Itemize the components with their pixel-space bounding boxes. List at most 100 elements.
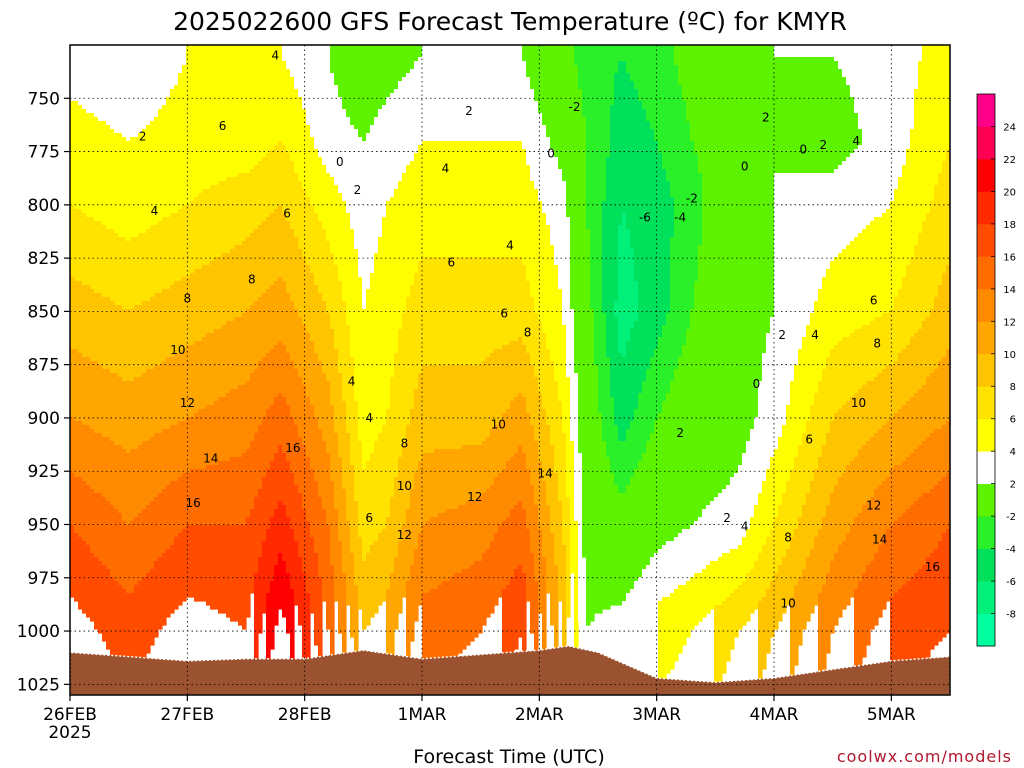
- field-cell: [226, 393, 231, 462]
- field-cell: [686, 45, 691, 122]
- field-cell: [834, 485, 839, 554]
- contour-label: 0: [753, 377, 761, 391]
- field-cell: [190, 345, 195, 418]
- field-cell: [378, 433, 383, 534]
- field-cell: [342, 401, 347, 490]
- field-cell: [498, 141, 503, 258]
- field-cell: [190, 201, 195, 274]
- field-cell: [806, 421, 811, 494]
- field-cell: [402, 525, 407, 598]
- field-cell: [898, 353, 903, 410]
- field-cell: [170, 481, 175, 546]
- field-cell: [70, 277, 75, 350]
- field-cell: [294, 89, 299, 174]
- field-cell: [146, 125, 151, 230]
- field-cell: [638, 393, 643, 462]
- field-cell: [374, 441, 379, 542]
- field-cell: [902, 277, 907, 350]
- field-cell: [410, 565, 415, 642]
- contour-label: 10: [851, 396, 866, 410]
- field-cell: [98, 293, 103, 366]
- field-cell: [778, 437, 783, 506]
- field-cell: [914, 501, 919, 574]
- field-cell: [550, 149, 555, 246]
- field-cell: [766, 469, 771, 538]
- field-cell: [174, 481, 179, 538]
- field-cell: [146, 229, 151, 302]
- field-cell: [534, 581, 539, 682]
- field-cell: [414, 473, 419, 550]
- field-cell: [838, 409, 843, 478]
- field-cell: [230, 177, 235, 250]
- contour-label: 14: [538, 466, 553, 480]
- field-cell: [922, 565, 927, 662]
- field-cell: [866, 501, 871, 566]
- field-cell: [910, 45, 915, 130]
- field-cell: [90, 429, 95, 490]
- field-cell: [854, 113, 859, 150]
- field-cell: [654, 45, 659, 142]
- field-cell: [154, 117, 159, 226]
- field-cell: [286, 45, 291, 70]
- field-cell: [566, 377, 571, 498]
- field-cell: [366, 133, 371, 290]
- field-cell: [842, 161, 847, 250]
- field-cell: [302, 189, 307, 258]
- field-cell: [278, 445, 283, 502]
- field-cell: [878, 317, 883, 374]
- field-cell: [266, 45, 271, 154]
- contour-label: 4: [811, 328, 819, 342]
- field-cell: [726, 45, 731, 486]
- field-cell: [194, 45, 199, 198]
- field-cell: [386, 589, 391, 686]
- field-cell: [538, 201, 543, 322]
- field-cell: [282, 345, 287, 398]
- field-cell: [782, 425, 787, 494]
- colorbar-swatch: [977, 581, 995, 614]
- field-cell: [226, 321, 231, 394]
- field-cell: [762, 45, 767, 354]
- field-cell: [806, 173, 811, 326]
- field-cell: [634, 469, 639, 582]
- field-cell: [390, 45, 395, 94]
- field-cell: [474, 501, 479, 562]
- field-cell: [186, 45, 191, 206]
- field-cell: [894, 45, 899, 190]
- field-cell: [810, 57, 815, 174]
- field-cell: [394, 89, 399, 190]
- field-cell: [222, 525, 227, 614]
- field-cell: [826, 57, 831, 174]
- field-cell: [382, 105, 387, 218]
- field-cell: [146, 505, 151, 574]
- field-cell: [302, 257, 307, 326]
- colorbar-tick-label: -8: [1006, 610, 1016, 621]
- field-cell: [154, 45, 159, 118]
- field-cell: [242, 453, 247, 526]
- field-cell: [414, 549, 419, 622]
- field-cell: [842, 405, 847, 474]
- field-cell: [718, 557, 723, 606]
- field-cell: [90, 217, 95, 290]
- field-cell: [862, 385, 867, 446]
- field-cell: [602, 313, 607, 442]
- field-cell: [838, 341, 843, 410]
- field-cell: [894, 297, 899, 362]
- field-cell: [798, 57, 803, 174]
- colorbar-tick-label: 14: [1003, 285, 1016, 296]
- field-cell: [174, 281, 179, 354]
- field-cell: [82, 481, 87, 542]
- y-tick-label: 1025: [17, 675, 60, 695]
- field-cell: [234, 525, 239, 622]
- field-cell: [114, 233, 119, 306]
- field-cell: [122, 521, 127, 590]
- field-cell: [494, 425, 499, 478]
- field-cell: [282, 213, 287, 282]
- field-cell: [330, 481, 335, 566]
- field-cell: [306, 265, 311, 334]
- field-cell: [874, 217, 879, 318]
- field-cell: [402, 313, 407, 442]
- field-cell: [466, 569, 471, 646]
- contour-label: 10: [780, 596, 795, 610]
- field-cell: [790, 57, 795, 174]
